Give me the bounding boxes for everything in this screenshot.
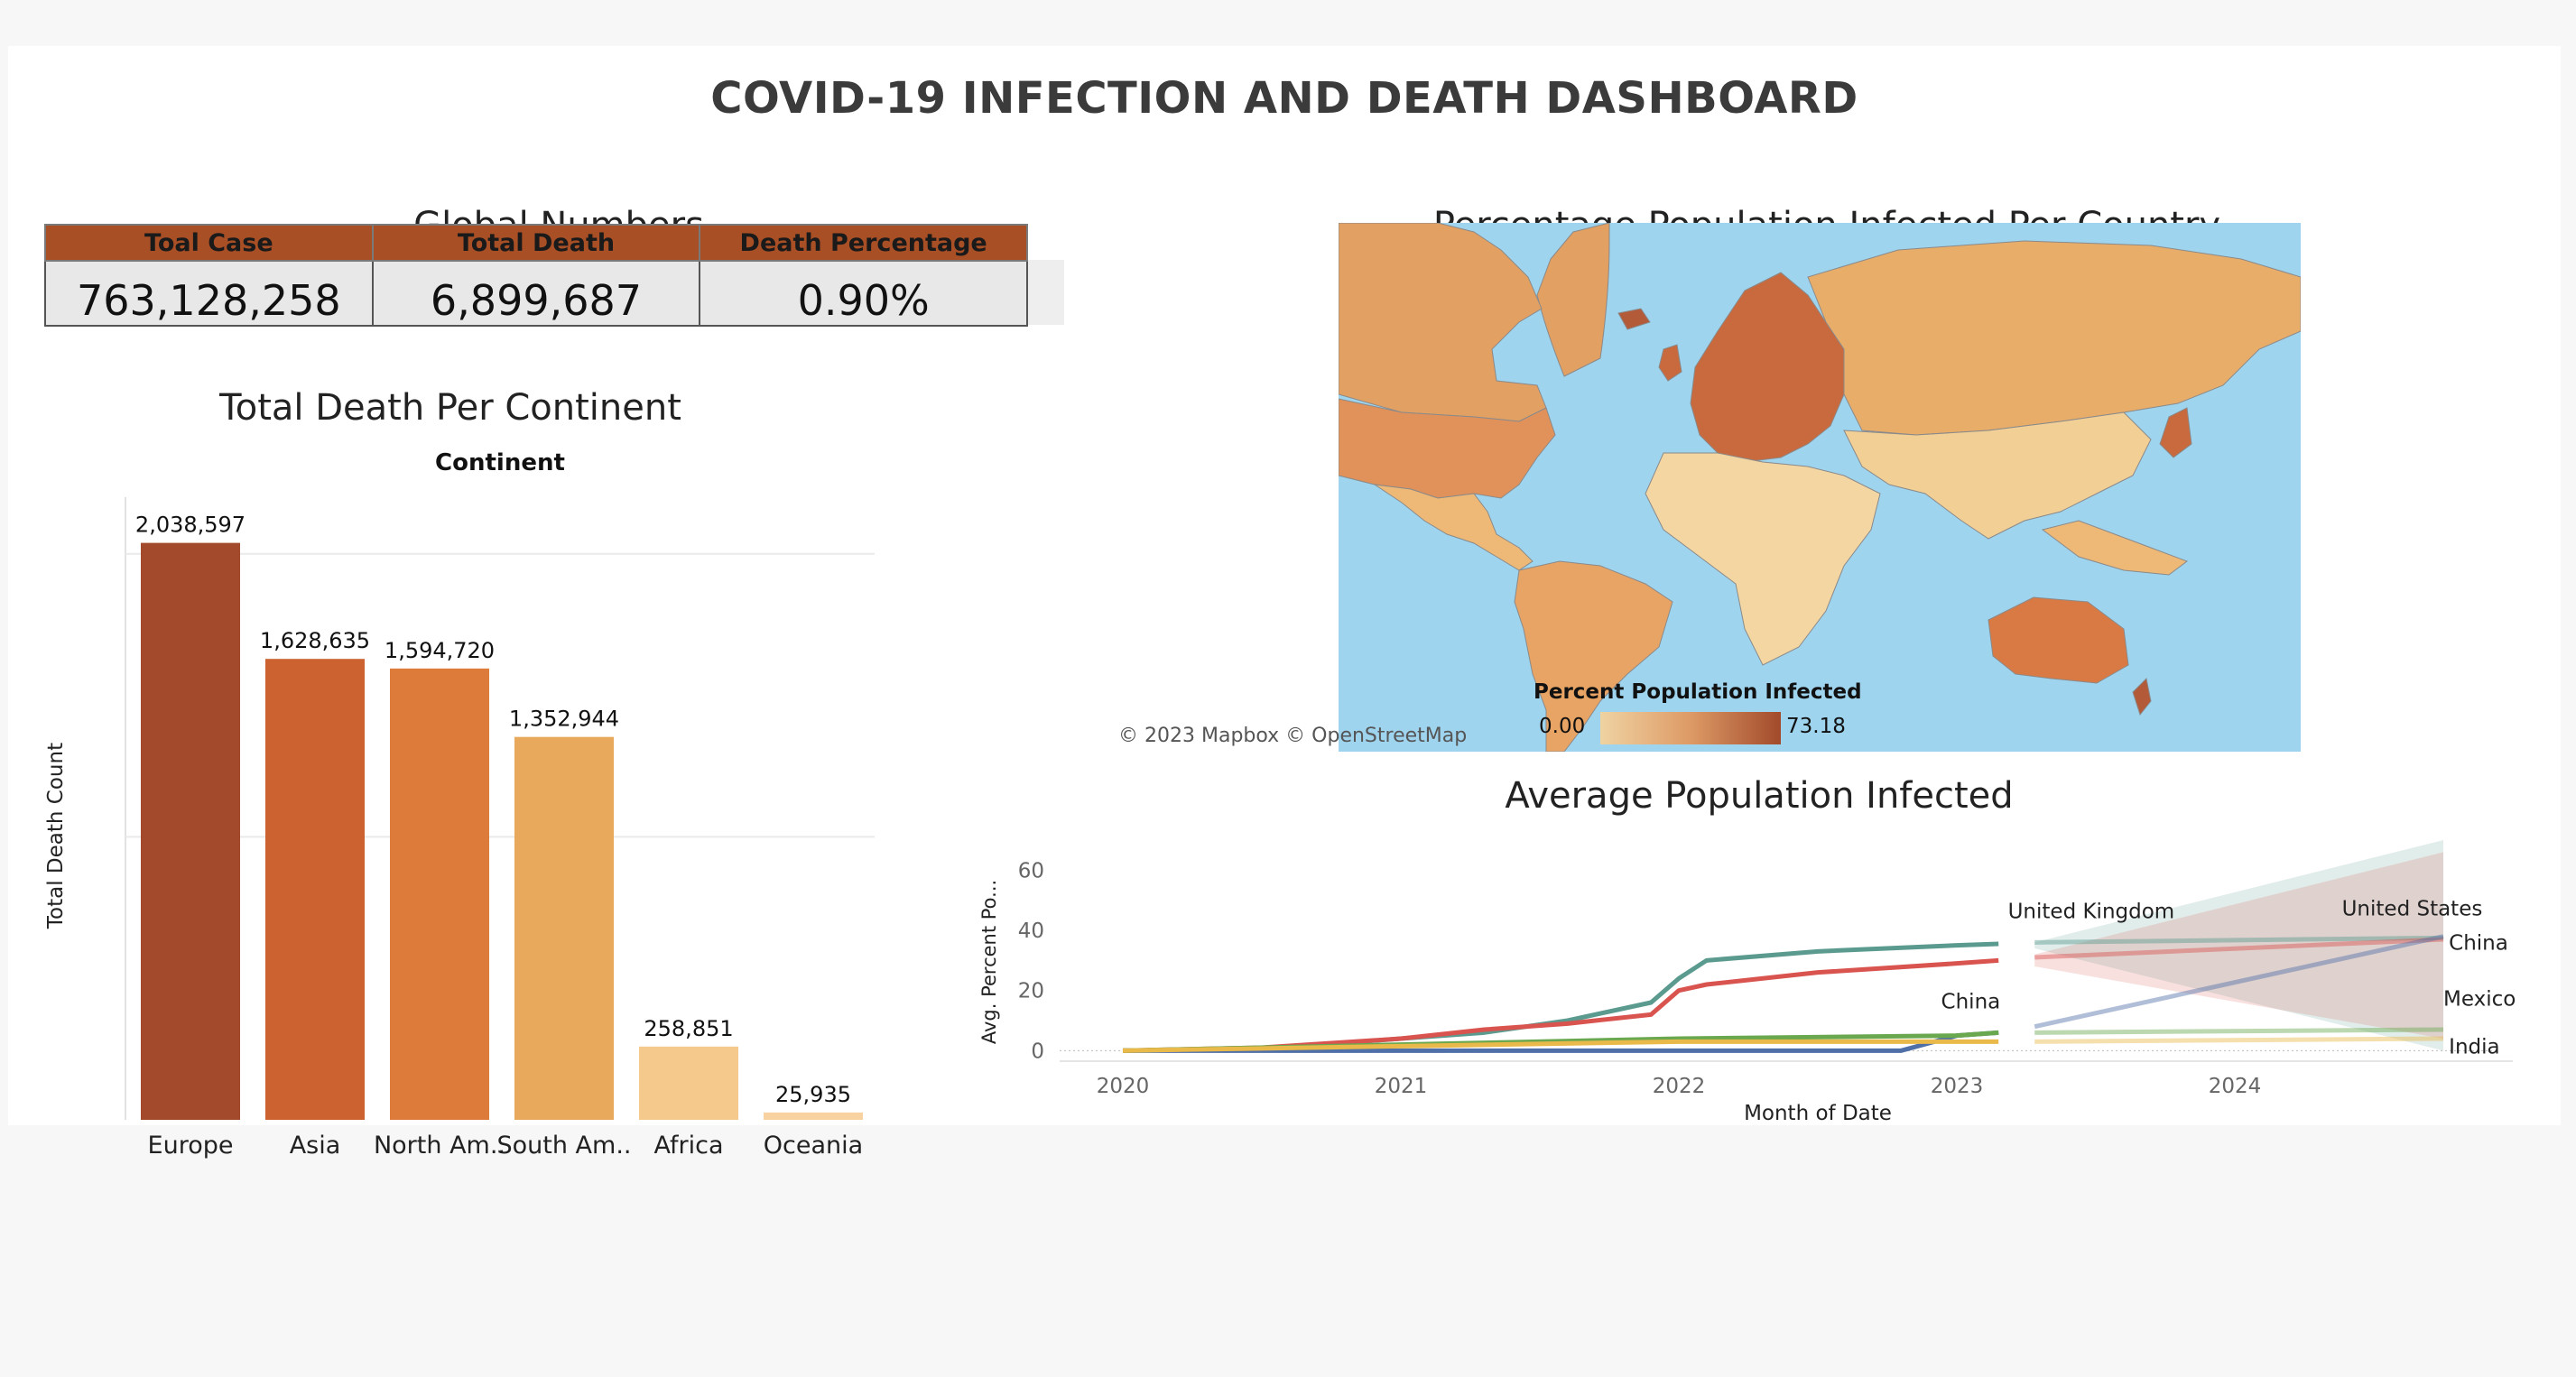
map-russia[interactable] (1807, 240, 2301, 436)
dashboard: COVID-19 INFECTION AND DEATH DASHBOARD G… (8, 46, 2561, 1160)
line-series-label: United Kingdom (2008, 901, 2175, 924)
forecast-line-mexico (2034, 1027, 2444, 1035)
bar-y-axis-label: Total Death Count (44, 743, 68, 929)
bar-value-label: 2,038,597 (135, 513, 246, 538)
line-x-tick: 2021 (1375, 1075, 1428, 1098)
global-numbers-table: Toal Case Total Death Death Percentage 7… (44, 224, 1028, 327)
kpi-value-death-percentage: 0.90% (699, 260, 1028, 327)
bar-value-label: 25,935 (775, 1082, 851, 1107)
kpi-header-total-death: Total Death (371, 224, 701, 262)
kpi-value-total-death: 6,899,687 (371, 260, 701, 327)
bar-category-label: Europe (148, 1132, 234, 1160)
bar-northam[interactable] (390, 668, 489, 1120)
map-new-zealand[interactable] (2132, 677, 2152, 716)
bar-value-label: 1,352,944 (509, 707, 619, 732)
map-japan[interactable] (2159, 407, 2192, 458)
line-x-tick: 2023 (1931, 1075, 1984, 1098)
bar-europe[interactable] (141, 542, 240, 1120)
kpi-header-death-percentage: Death Percentage (699, 224, 1028, 262)
forecast-line-china (2034, 934, 2444, 1030)
map-legend-title: Percent Population Infected (1534, 680, 1862, 704)
bar-africa[interactable] (639, 1046, 738, 1120)
line-y-tick: 60 (1018, 859, 1044, 883)
bar-category-label: Oceania (764, 1132, 863, 1160)
kpi-value-total-case: 763,128,258 (44, 260, 374, 327)
map-legend-min: 0.00 (1539, 715, 1585, 738)
line-x-axis-label: Month of Date (1744, 1102, 1892, 1125)
bar-chart: Continent Total Death Count 2,038,597 Europ… (44, 449, 875, 1160)
map-asia[interactable] (1843, 411, 2152, 540)
bar-chart-title: Total Death Per Continent (219, 387, 681, 429)
map-legend-gradient (1600, 712, 1781, 744)
bar-category-label: Asia (290, 1132, 341, 1160)
forecast-line-india (2034, 1036, 2444, 1044)
map-south-america[interactable] (1514, 560, 1673, 752)
forecast-line-united-states (2034, 937, 2444, 960)
line-series-label: China (2449, 932, 2508, 956)
map-mexico[interactable] (1374, 484, 1534, 571)
map-australia[interactable] (1988, 596, 2129, 684)
line-x-tick: 2022 (1653, 1075, 1706, 1098)
bar-value-label: 258,851 (644, 1016, 733, 1041)
line-x-tick: 2024 (2209, 1075, 2262, 1098)
line-series-label: United States (2342, 897, 2483, 920)
line-y-tick: 40 (1018, 920, 1044, 943)
world-map[interactable]: Percent Population Infected 0.00 73.18 (1339, 223, 2301, 752)
map-legend-max: 73.18 (1786, 715, 1846, 738)
forecast-band-uk (2034, 840, 2443, 1051)
map-africa[interactable] (1645, 452, 1881, 666)
line-y-tick: 0 (1031, 1040, 1044, 1063)
bar-category-label: North Am.. (374, 1132, 505, 1160)
map-southeast-asia[interactable] (2041, 520, 2189, 576)
line-series-india[interactable] (1122, 1039, 1999, 1053)
bar-chart-header: Continent (435, 449, 565, 476)
bar-southam[interactable] (514, 736, 614, 1120)
bar-value-label: 1,594,720 (385, 638, 495, 663)
line-inline-label-china: China (1941, 991, 2001, 1014)
line-series-label: India (2449, 1036, 2499, 1059)
line-y-axis-label: Avg. Percent Po... (978, 880, 1000, 1044)
line-chart-title: Average Population Infected (1505, 775, 2014, 817)
bar-category-label: Africa (653, 1132, 723, 1160)
bar-asia[interactable] (265, 659, 365, 1120)
dashboard-title: COVID-19 INFECTION AND DEATH DASHBOARD (710, 73, 1858, 124)
kpi-header-total-case: Toal Case (44, 224, 374, 262)
map-iceland[interactable] (1617, 308, 1651, 330)
kpi-table-shadow (1028, 260, 1064, 325)
world-map-svg: Percent Population Infected 0.00 73.18 (1339, 223, 2301, 752)
line-series-united-states[interactable] (1122, 957, 1999, 1053)
line-y-tick: 20 (1018, 980, 1044, 1003)
map-uk[interactable] (1658, 344, 1682, 382)
bar-oceania[interactable] (764, 1112, 863, 1120)
line-series-label: Mexico (2443, 987, 2516, 1011)
bar-category-label: South Am.. (497, 1132, 632, 1160)
line-x-tick: 2020 (1097, 1075, 1150, 1098)
forecast-line-united-kingdom (2034, 935, 2444, 945)
map-attribution[interactable]: © 2023 Mapbox © OpenStreetMap (1118, 725, 1468, 747)
bar-value-label: 1,628,635 (260, 628, 370, 653)
line-chart: Avg. Percent Po... 0 20 40 60 2020 2021 2022 202… (978, 840, 2516, 1125)
forecast-band-us (2034, 852, 2443, 1039)
